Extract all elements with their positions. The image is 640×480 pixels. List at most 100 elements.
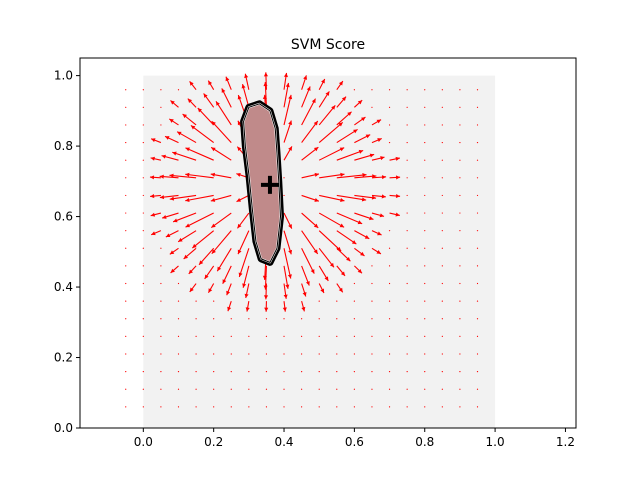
vector-dot [177, 89, 180, 91]
vector-dot [388, 335, 391, 337]
vector-dot [353, 282, 355, 285]
x-tick-label: 0.0 [134, 435, 153, 449]
vector-dot [142, 124, 144, 126]
vector-arrow [170, 100, 179, 108]
vector-dot [441, 124, 443, 126]
vector-dot [248, 318, 250, 320]
vector-arrow [176, 131, 197, 144]
vector-dot [388, 89, 391, 91]
vector-dot [142, 282, 144, 285]
vector-arrow [150, 212, 162, 217]
vector-dot [371, 318, 373, 320]
x-tick-label: 0.2 [204, 435, 223, 449]
vector-dot [406, 353, 408, 355]
vector-arrow [150, 156, 162, 161]
vector-dot [318, 406, 320, 408]
vector-dot [230, 318, 232, 320]
vector-dot [441, 177, 443, 179]
vector-dot [476, 300, 479, 302]
vector-dot [301, 353, 303, 355]
vector-arrow [301, 98, 317, 126]
plot-area [79, 57, 577, 429]
vector-dot [265, 318, 268, 320]
vector-dot [125, 353, 127, 355]
vector-arrow [226, 283, 232, 296]
vector-dot [424, 353, 426, 355]
vector-dot [459, 141, 461, 144]
vector-arrow [215, 101, 232, 126]
vector-dot [142, 335, 144, 337]
vector-dot [142, 247, 144, 249]
vector-arrow [169, 247, 179, 255]
vector-dot [318, 353, 320, 355]
vector-dot [142, 388, 144, 390]
vector-dot [476, 388, 479, 390]
vector-arrow [283, 94, 293, 126]
vector-arrow [207, 80, 215, 90]
vector-arrow [336, 96, 347, 108]
vector-dot [406, 141, 408, 144]
vector-dot [142, 194, 144, 197]
vector-dot [406, 124, 408, 126]
vector-arrow [371, 247, 382, 255]
vector-dot [424, 335, 426, 337]
vector-dot [353, 300, 355, 302]
vector-dot [476, 371, 479, 373]
vector-dot [476, 194, 479, 197]
vector-arrow [283, 248, 292, 279]
vector-arrow [354, 230, 370, 240]
vector-arrow [301, 75, 308, 90]
vector-dot [283, 406, 285, 408]
vector-dot [160, 335, 162, 337]
x-tick-label: 0.6 [345, 435, 364, 449]
vector-arrow [172, 151, 197, 161]
vector-dot [459, 318, 461, 320]
vector-dot [125, 177, 127, 179]
vector-arrow [283, 82, 290, 108]
vector-arrow [182, 113, 197, 126]
vector-arrow [283, 72, 288, 90]
vector-dot [441, 353, 443, 355]
vector-dot [424, 141, 426, 144]
vector-dot [177, 353, 180, 355]
vector-dot [371, 371, 373, 373]
vector-dot [459, 335, 461, 337]
vector-dot [195, 353, 197, 355]
vector-arrow [319, 172, 345, 179]
vector-arrow [204, 265, 215, 280]
vector-arrow [237, 212, 250, 229]
vector-arrow [301, 283, 307, 297]
vector-arrow [165, 230, 179, 238]
vector-arrow [301, 248, 315, 274]
vector-arrow [161, 154, 179, 161]
vector-arrow [245, 301, 250, 312]
vector-dot [371, 282, 373, 285]
vector-dot [476, 141, 479, 144]
vector-dot [125, 318, 127, 320]
vector-dot [142, 353, 144, 355]
vector-arrow [207, 283, 215, 293]
vector-dot [248, 353, 250, 355]
vector-dot [283, 177, 285, 179]
vector-arrow [203, 93, 215, 108]
vector-dot [424, 265, 426, 267]
score-background-region [143, 75, 496, 428]
y-tick-label: 1.0 [54, 69, 73, 83]
vector-arrow [354, 116, 366, 126]
y-tick-label: 0.6 [54, 210, 73, 224]
vector-dot [459, 406, 461, 408]
y-tick-label: 0.2 [54, 351, 73, 365]
vector-arrow [336, 247, 351, 262]
vector-arrow [389, 175, 401, 180]
vector-dot [353, 353, 355, 355]
vector-arrow [283, 283, 288, 299]
y-tick-label: 0.0 [54, 421, 73, 435]
vector-dot [459, 159, 461, 161]
y-axis: 0.0 0.2 0.4 0.6 0.8 1.0 [54, 69, 80, 435]
vector-dot [459, 230, 461, 232]
vector-dot [441, 335, 443, 337]
vector-dot [406, 335, 408, 337]
vector-dot [142, 106, 144, 108]
vector-arrow [336, 80, 344, 91]
